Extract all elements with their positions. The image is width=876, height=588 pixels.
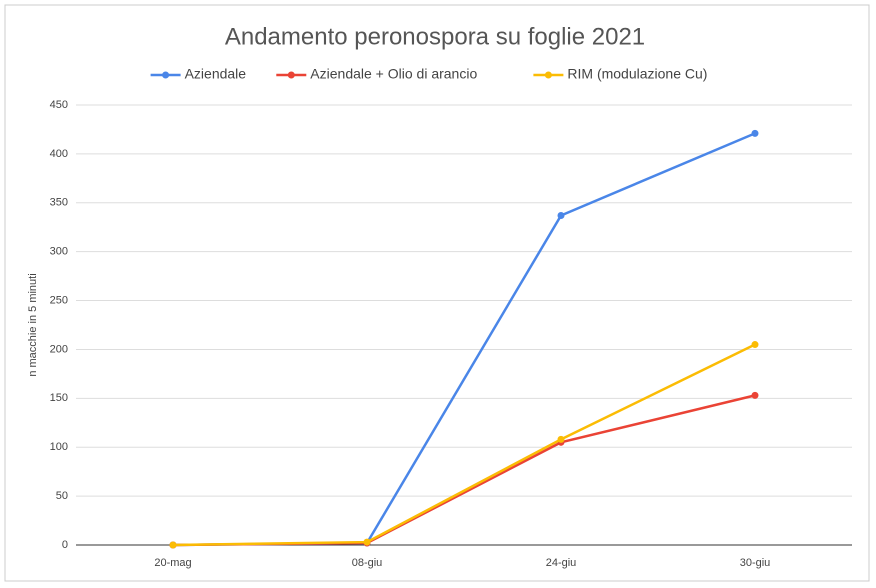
legend-dot — [162, 71, 170, 79]
y-tick-label: 100 — [50, 441, 68, 453]
data-point — [751, 341, 759, 349]
y-tick-label: 400 — [50, 148, 68, 160]
legend-label: Aziendale + Olio di arancio — [310, 66, 477, 82]
data-point — [557, 435, 565, 443]
y-tick-label: 50 — [56, 490, 68, 502]
x-tick-label: 24-giu — [546, 557, 577, 569]
data-point — [751, 391, 759, 399]
legend-label: RIM (modulazione Cu) — [567, 66, 707, 82]
data-point — [751, 129, 759, 137]
legend-label: Aziendale — [185, 66, 247, 82]
y-tick-label: 350 — [50, 197, 68, 209]
legend-dot — [287, 71, 295, 79]
legend-dot — [544, 71, 552, 79]
x-tick-label: 08-giu — [352, 557, 383, 569]
x-tick-label: 30-giu — [740, 557, 771, 569]
x-tick-label: 20-mag — [154, 557, 191, 569]
y-axis-label: n macchie in 5 minuti — [27, 273, 39, 376]
y-tick-label: 300 — [50, 246, 68, 258]
y-tick-label: 150 — [50, 392, 68, 404]
data-point — [169, 541, 177, 549]
y-tick-label: 450 — [50, 99, 68, 111]
series-line — [172, 343, 756, 547]
data-point — [363, 538, 371, 546]
y-tick-label: 250 — [50, 294, 68, 306]
chart-title: Andamento peronospora su foglie 2021 — [225, 23, 645, 50]
chart-border — [4, 4, 870, 582]
y-tick-label: 200 — [50, 343, 68, 355]
y-tick-label: 0 — [62, 539, 68, 551]
data-point — [557, 211, 565, 219]
